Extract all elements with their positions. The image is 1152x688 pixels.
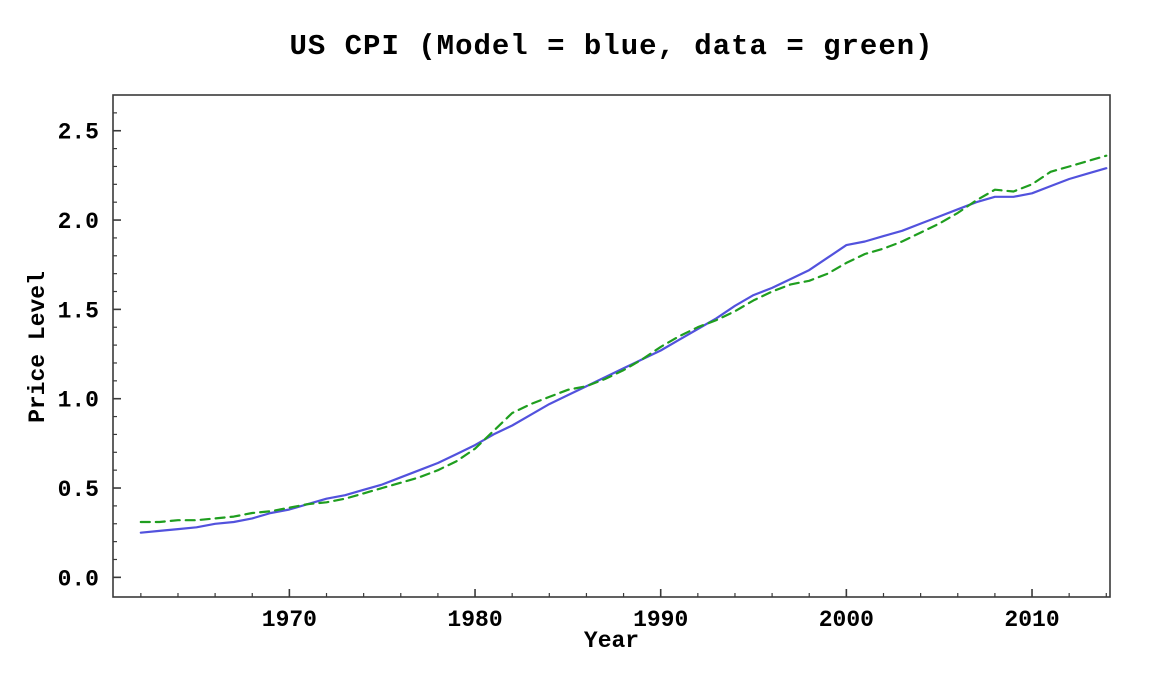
x-tick-label: 1980 [447, 607, 502, 633]
x-tick-label: 2000 [819, 607, 874, 633]
chart-title: US CPI (Model = blue, data = green) [289, 30, 934, 63]
plot-frame [112, 94, 1111, 598]
x-tick-label: 2010 [1004, 607, 1059, 633]
y-tick-label: 0.5 [58, 477, 99, 503]
y-tick-label: 2.0 [58, 209, 99, 235]
data-line [139, 154, 1108, 524]
y-tick-label: 2.5 [58, 120, 99, 146]
x-axis-label: Year [583, 628, 640, 654]
x-tick-label: 1990 [633, 607, 688, 633]
y-tick-label: 1.0 [58, 388, 99, 414]
model-line [139, 167, 1108, 534]
x-tick-label: 1970 [262, 607, 317, 633]
y-tick-label: 0.0 [58, 566, 99, 592]
y-tick-label: 1.5 [58, 298, 99, 324]
y-axis-label: Price Level [25, 271, 51, 423]
